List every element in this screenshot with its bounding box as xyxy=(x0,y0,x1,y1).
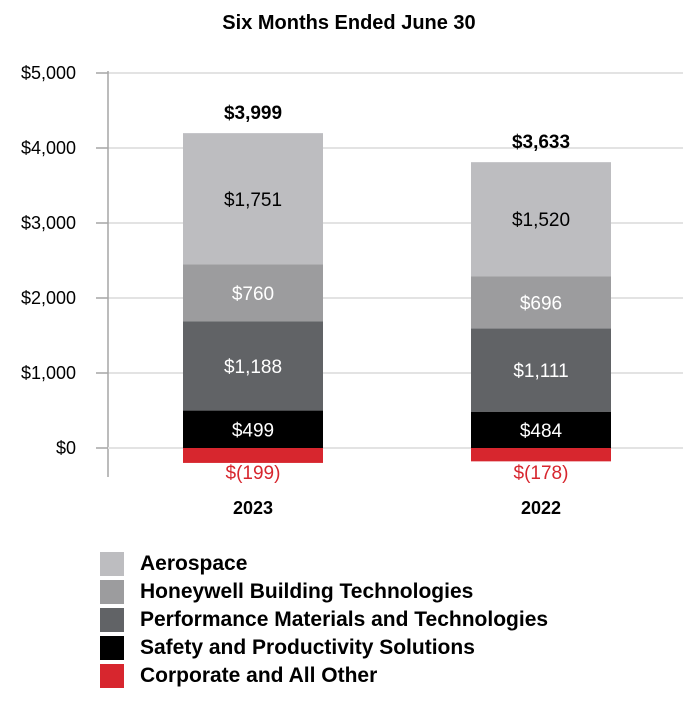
bar-segment-safety-and-productivity-solutions-2023 xyxy=(183,410,323,448)
y-tick-label: $2,000 xyxy=(21,288,76,308)
data-label: $484 xyxy=(520,421,563,442)
bar-segment-honeywell-building-technologies-2022 xyxy=(471,276,611,329)
legend-label: Aerospace xyxy=(140,552,248,575)
legend-item: Safety and Productivity Solutions xyxy=(100,634,548,662)
y-tick-label: $4,000 xyxy=(21,138,76,158)
y-tick-label: $5,000 xyxy=(21,63,76,83)
data-label: $499 xyxy=(232,420,274,441)
y-tick-label: $1,000 xyxy=(21,363,76,383)
y-tick-label: $3,000 xyxy=(21,213,76,233)
data-label: $(199) xyxy=(226,463,281,484)
bars xyxy=(183,133,611,463)
bar-labels: $(199) $499 $1,188 $760 $1,751 $3,999 $(178) $4… xyxy=(224,103,570,484)
category-label: 2022 xyxy=(521,498,561,518)
category-labels: 2023 2022 xyxy=(233,498,561,518)
legend-item: Corporate and All Other xyxy=(100,662,548,690)
data-label: $1,188 xyxy=(224,357,282,378)
category-label: 2023 xyxy=(233,498,273,518)
legend: Aerospace Honeywell Building Technologies… xyxy=(100,550,548,690)
data-label: $1,751 xyxy=(224,190,282,211)
legend-label: Honeywell Building Technologies xyxy=(140,580,474,603)
legend-swatch xyxy=(100,664,124,688)
legend-swatch xyxy=(100,636,124,660)
chart-title: Six Months Ended June 30 xyxy=(222,12,475,34)
bar-segment-safety-and-productivity-solutions-2022 xyxy=(471,411,611,448)
bar-segment-performance-materials-and-technologies-2022 xyxy=(471,328,611,412)
legend-swatch xyxy=(100,608,124,632)
bar-segment-aerospace-2022 xyxy=(471,162,611,277)
data-label: $(178) xyxy=(514,463,569,484)
legend-swatch xyxy=(100,580,124,604)
legend-swatch xyxy=(100,552,124,576)
legend-label: Safety and Productivity Solutions xyxy=(140,636,475,659)
data-label: $1,520 xyxy=(512,210,570,231)
legend-item: Performance Materials and Technologies xyxy=(100,606,548,634)
bar-segment-aerospace-2023 xyxy=(183,133,323,265)
bar-segment-corporate-and-all-other-2022 xyxy=(471,448,611,462)
legend-item: Honeywell Building Technologies xyxy=(100,578,548,606)
legend-item: Aerospace xyxy=(100,550,548,578)
stacked-bar-chart: Six Months Ended June 30 $0 $1,000 $2,000 $… xyxy=(21,12,683,518)
total-label: $3,999 xyxy=(224,103,282,124)
total-label: $3,633 xyxy=(512,132,570,153)
bar-segment-performance-materials-and-technologies-2023 xyxy=(183,321,323,411)
data-label: $1,111 xyxy=(513,361,568,382)
legend-label: Corporate and All Other xyxy=(140,664,378,687)
data-label: $696 xyxy=(520,293,562,314)
y-tick-label: $0 xyxy=(56,438,76,458)
legend-label: Performance Materials and Technologies xyxy=(140,608,549,631)
bar-segment-honeywell-building-technologies-2023 xyxy=(183,264,323,322)
bar-segment-corporate-and-all-other-2023 xyxy=(183,448,323,463)
data-label: $760 xyxy=(232,284,274,305)
